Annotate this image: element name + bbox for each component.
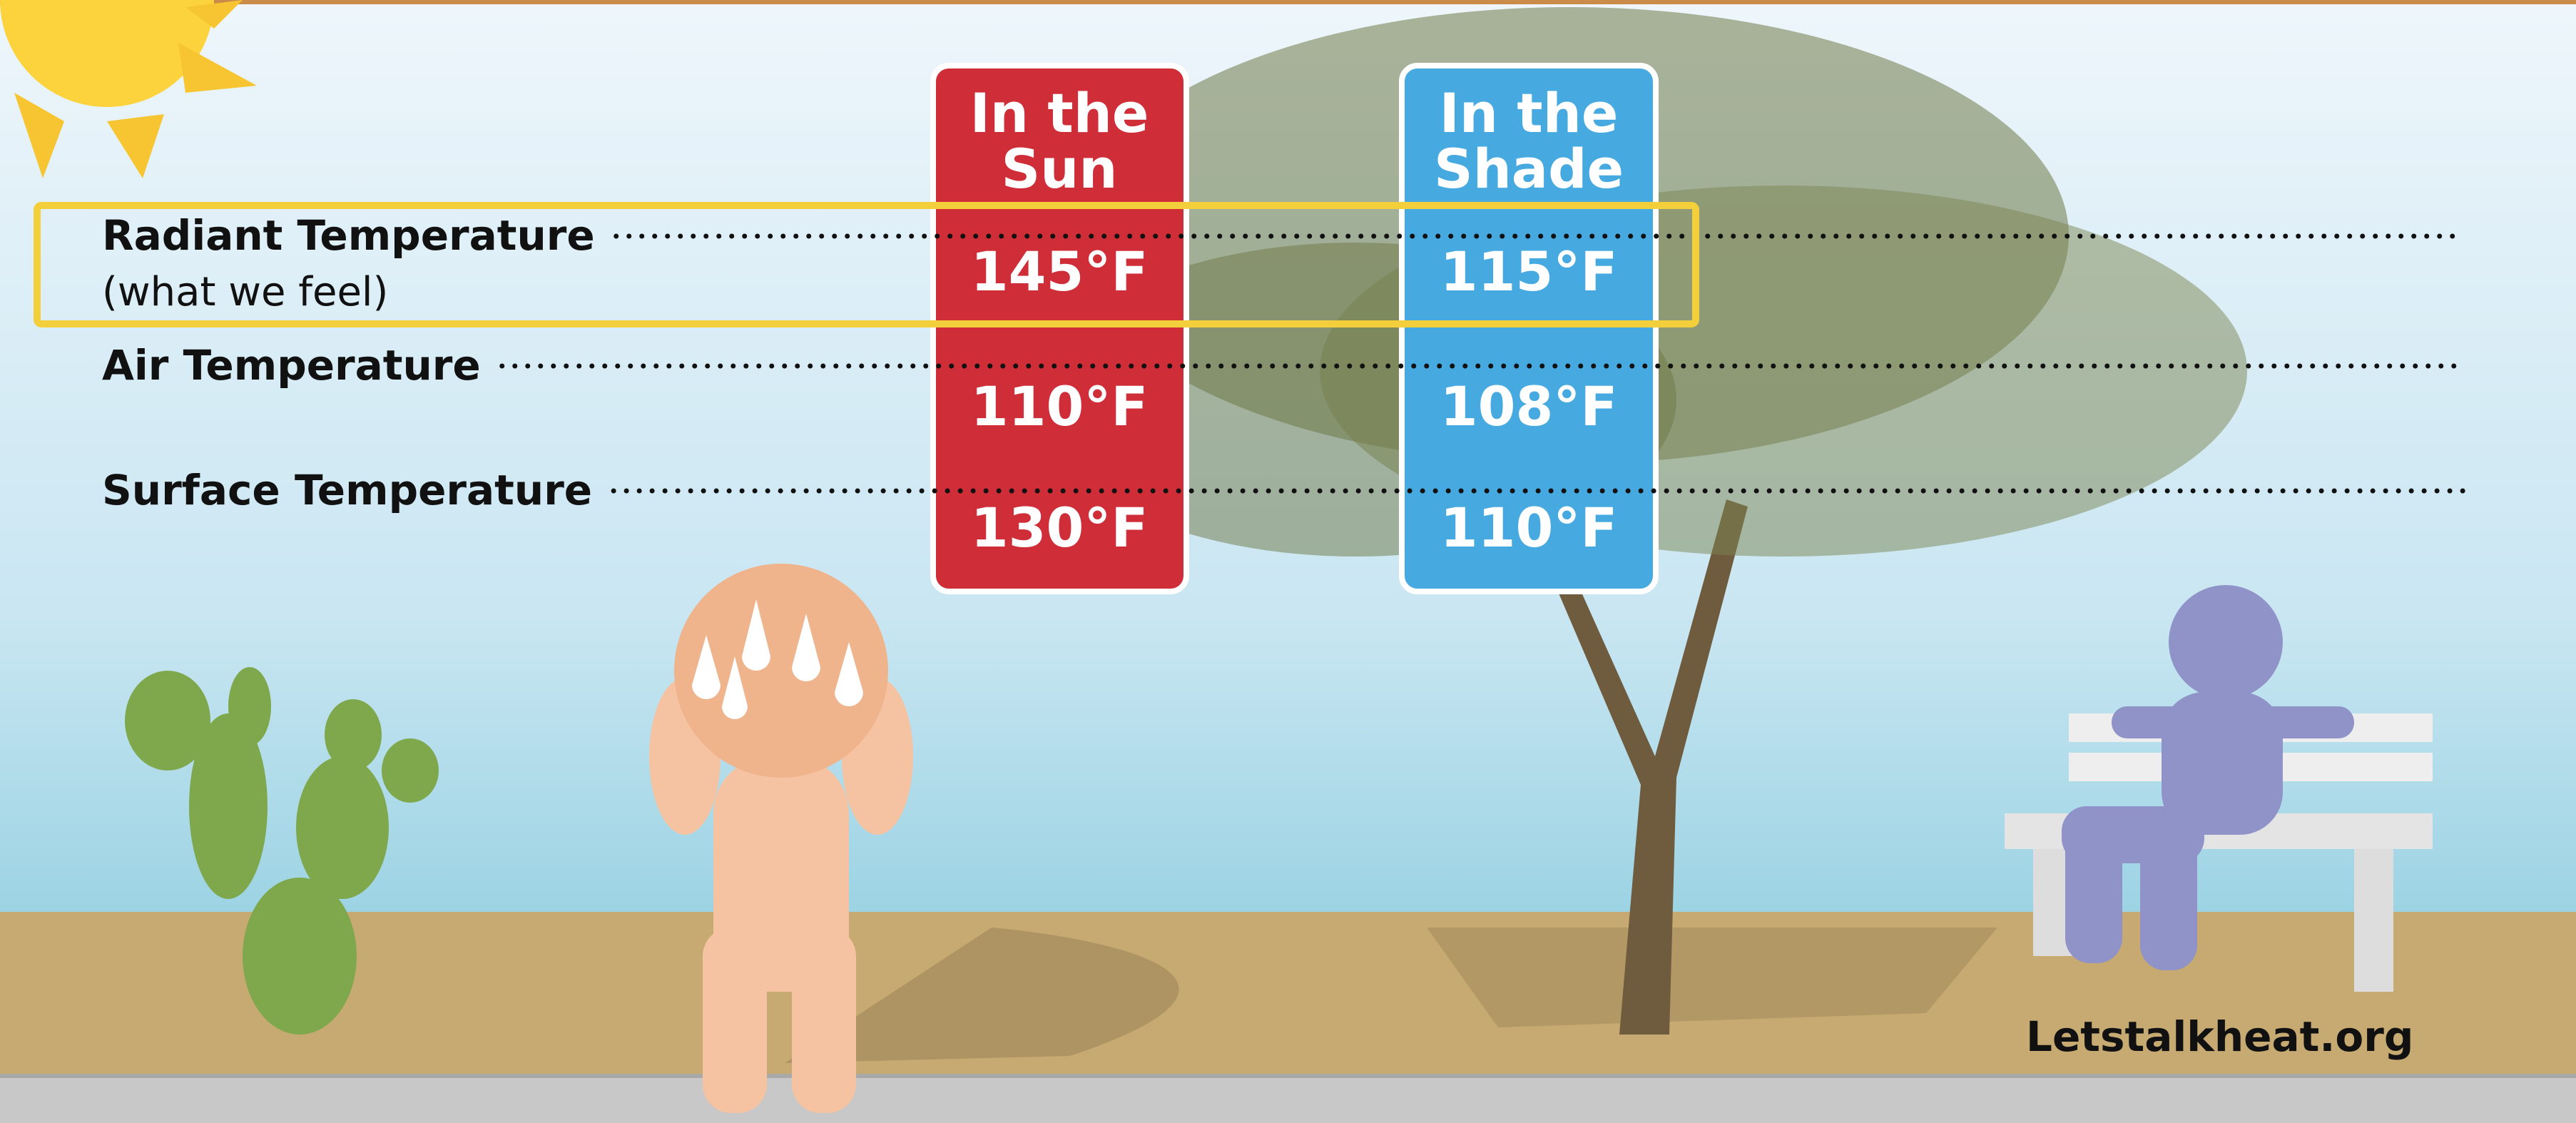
person-leg xyxy=(792,928,856,1113)
column-title: In the xyxy=(970,81,1149,145)
person-arms xyxy=(2112,706,2354,738)
row-label: Surface Temperature xyxy=(102,466,592,514)
value: 130°F xyxy=(971,496,1149,559)
value: 108°F xyxy=(1440,375,1618,438)
person-leg xyxy=(2140,820,2197,970)
cactus-pad xyxy=(382,738,439,803)
cactus-pad xyxy=(296,756,389,899)
tree-shadow xyxy=(1427,928,1997,1027)
value: 145°F xyxy=(971,240,1149,303)
cactus-pad xyxy=(325,699,382,771)
column-title: Sun xyxy=(1002,137,1118,200)
person-leg xyxy=(703,928,767,1113)
value: 115°F xyxy=(1440,240,1618,303)
person-head xyxy=(2169,585,2283,699)
sidewalk xyxy=(0,1076,2576,1123)
bench-leg xyxy=(2354,849,2393,992)
row-note: (what we feel) xyxy=(102,269,388,315)
footer: Letstalkheat.org xyxy=(2026,1012,2413,1061)
value: 110°F xyxy=(971,375,1149,438)
person-leg xyxy=(2065,820,2122,963)
cactus-pad xyxy=(125,671,210,771)
body: {"columns": [ {"title_lines": ["In the",… xyxy=(0,0,2576,1123)
row-label: Radiant Temperature xyxy=(102,211,595,260)
cactus-pad xyxy=(243,878,357,1035)
value: 110°F xyxy=(1440,496,1618,559)
column-title: Shade xyxy=(1434,137,1624,200)
infographic: In the Sun In the Shade 145°F 110°F 130°… xyxy=(0,0,2576,1123)
column-title: In the xyxy=(1440,81,1619,145)
row-label: Air Temperature xyxy=(102,341,481,390)
cactus-pad xyxy=(228,667,271,746)
page: Radiant Temperature Infographic html, bo… xyxy=(0,0,2576,1123)
top-border xyxy=(0,0,2576,4)
